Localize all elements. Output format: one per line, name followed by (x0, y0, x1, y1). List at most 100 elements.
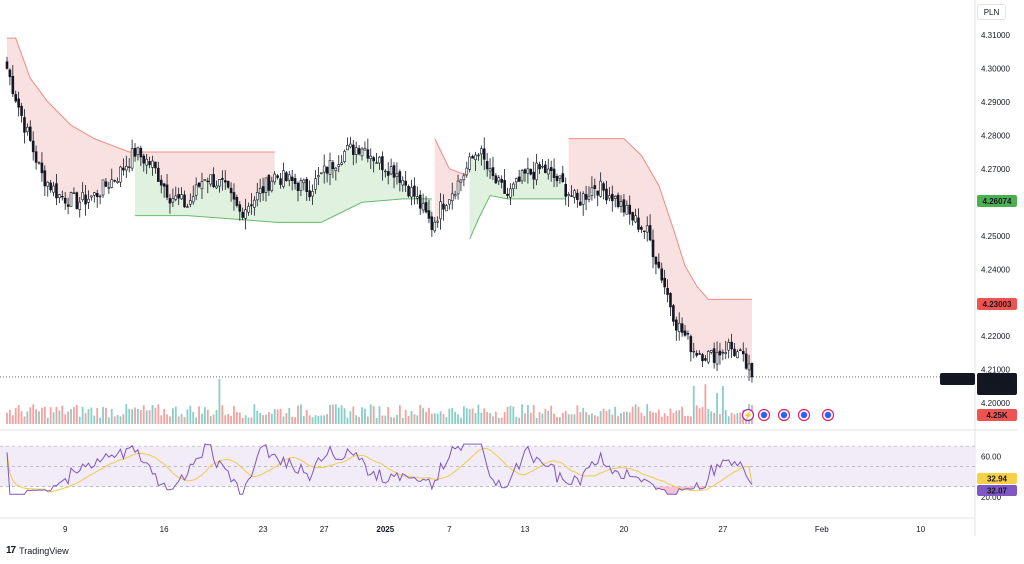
candle[interactable] (514, 177, 518, 190)
candle[interactable] (197, 182, 201, 188)
candle[interactable] (218, 179, 221, 193)
candles-layer[interactable] (5, 56, 754, 383)
candle[interactable] (130, 139, 134, 172)
candle[interactable] (110, 168, 114, 189)
candle[interactable] (660, 262, 664, 284)
candle[interactable] (302, 178, 306, 191)
candle[interactable] (267, 174, 271, 196)
candle[interactable] (465, 161, 469, 178)
candle[interactable] (453, 190, 457, 200)
candle[interactable] (480, 145, 483, 166)
candle[interactable] (663, 269, 666, 295)
candle[interactable] (46, 181, 50, 197)
candle[interactable] (322, 154, 326, 184)
candle[interactable] (549, 160, 553, 182)
candle[interactable] (177, 187, 180, 206)
candle[interactable] (494, 173, 498, 185)
candle[interactable] (715, 341, 719, 371)
candle[interactable] (576, 189, 579, 208)
candle[interactable] (72, 187, 76, 194)
candle[interactable] (383, 168, 387, 178)
candle[interactable] (541, 159, 544, 169)
candle[interactable] (325, 166, 329, 183)
candle[interactable] (279, 172, 282, 189)
candle[interactable] (104, 177, 108, 188)
candle[interactable] (389, 158, 393, 176)
candle[interactable] (741, 342, 745, 362)
candle[interactable] (95, 189, 99, 208)
candle[interactable] (651, 229, 655, 269)
candle[interactable] (78, 197, 82, 218)
candle[interactable] (552, 158, 556, 188)
candle[interactable] (148, 156, 151, 169)
candle[interactable] (654, 256, 658, 275)
candle[interactable] (125, 155, 128, 178)
candle[interactable] (570, 185, 573, 197)
candle[interactable] (698, 350, 701, 355)
candle[interactable] (416, 186, 419, 205)
candle[interactable] (69, 191, 73, 207)
candle[interactable] (538, 161, 541, 174)
candle[interactable] (448, 199, 451, 210)
candle[interactable] (241, 207, 245, 221)
candle[interactable] (107, 181, 111, 194)
candle[interactable] (634, 208, 637, 224)
candle[interactable] (235, 194, 239, 208)
candle[interactable] (619, 195, 623, 213)
candle[interactable] (351, 139, 355, 166)
candle[interactable] (226, 180, 230, 189)
tradingview-brand[interactable]: 17 TradingView (6, 545, 69, 556)
candle[interactable] (596, 190, 600, 207)
candle[interactable] (151, 155, 154, 176)
candle[interactable] (587, 186, 591, 203)
candle[interactable] (101, 179, 105, 198)
candle[interactable] (613, 195, 617, 208)
candle[interactable] (674, 316, 678, 341)
event-marker-economic-icon[interactable] (777, 408, 791, 422)
candle[interactable] (337, 155, 341, 173)
candle[interactable] (366, 138, 370, 163)
candle[interactable] (558, 175, 562, 184)
candle[interactable] (165, 173, 169, 201)
candle[interactable] (430, 211, 434, 237)
candle[interactable] (8, 68, 12, 86)
candle[interactable] (328, 152, 332, 186)
candle[interactable] (55, 174, 58, 206)
candle[interactable] (471, 154, 474, 159)
candle[interactable] (159, 175, 163, 194)
candle[interactable] (261, 177, 265, 201)
candle[interactable] (561, 165, 565, 183)
candle[interactable] (695, 350, 698, 358)
candle[interactable] (669, 292, 672, 316)
candle[interactable] (139, 145, 143, 167)
candle[interactable] (285, 170, 288, 182)
candle[interactable] (334, 166, 338, 181)
candle[interactable] (497, 175, 501, 186)
candle[interactable] (212, 167, 215, 189)
candle[interactable] (657, 253, 661, 270)
candle[interactable] (250, 193, 253, 215)
candle[interactable] (520, 169, 524, 184)
candle[interactable] (282, 162, 285, 189)
candle[interactable] (642, 230, 646, 239)
candle[interactable] (63, 192, 67, 210)
candle[interactable] (93, 191, 96, 203)
candle[interactable] (721, 349, 725, 361)
candle[interactable] (343, 149, 346, 164)
candle[interactable] (162, 182, 166, 198)
currency-button[interactable]: PLN (977, 4, 1006, 20)
candle[interactable] (186, 203, 189, 208)
candle[interactable] (590, 176, 594, 201)
candle[interactable] (736, 349, 739, 359)
candle[interactable] (404, 170, 407, 192)
candle[interactable] (331, 159, 335, 179)
candle[interactable] (317, 167, 320, 186)
candle[interactable] (442, 194, 445, 221)
candle[interactable] (523, 168, 527, 182)
candle[interactable] (535, 153, 538, 186)
candle[interactable] (718, 342, 722, 365)
candle[interactable] (436, 216, 439, 228)
candle[interactable] (52, 181, 55, 197)
candle[interactable] (31, 131, 35, 161)
candle[interactable] (427, 199, 431, 224)
